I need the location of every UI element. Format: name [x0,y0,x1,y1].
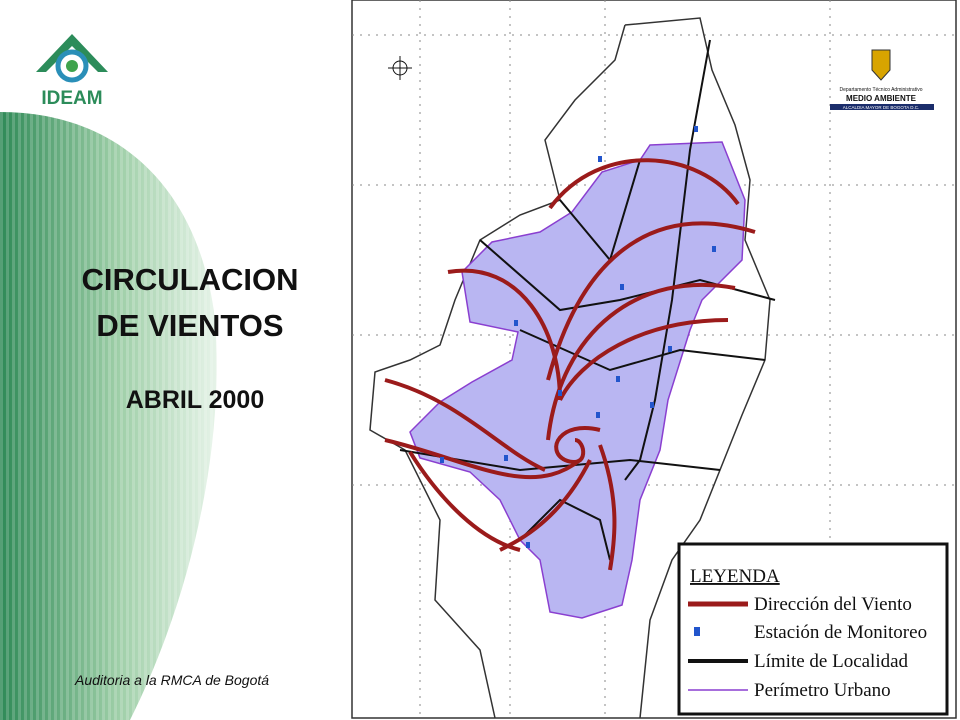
logo: IDEAM [36,34,108,109]
title-line: CIRCULACION [82,262,299,297]
title-line: DE VIENTOS [96,308,283,343]
legend-item: Estación de Monitoreo [754,622,927,643]
legend: LEYENDA Dirección del Viento Estación de… [677,542,949,716]
emblem-office: ALCALDIA MAYOR DE BOGOTA D.C. [843,105,920,110]
legend-item: Perímetro Urbano [754,680,891,701]
logo-name: IDEAM [41,88,102,109]
emblem-name: MEDIO AMBIENTE [846,94,917,103]
date: ABRIL 2000 [126,386,265,414]
emblem-department: Departamento Técnico Administrativo [839,87,922,93]
legend-item: Límite de Localidad [754,651,909,672]
map: Departamento Técnico Administrativo MEDI… [351,0,957,719]
legend-item: Dirección del Viento [754,594,912,615]
emblem: Departamento Técnico Administrativo MEDI… [830,49,934,110]
legend-title: LEYENDA [690,566,780,587]
footer: Auditoria a la RMCA de Bogotá [74,672,269,688]
decor-stripes [0,112,217,720]
